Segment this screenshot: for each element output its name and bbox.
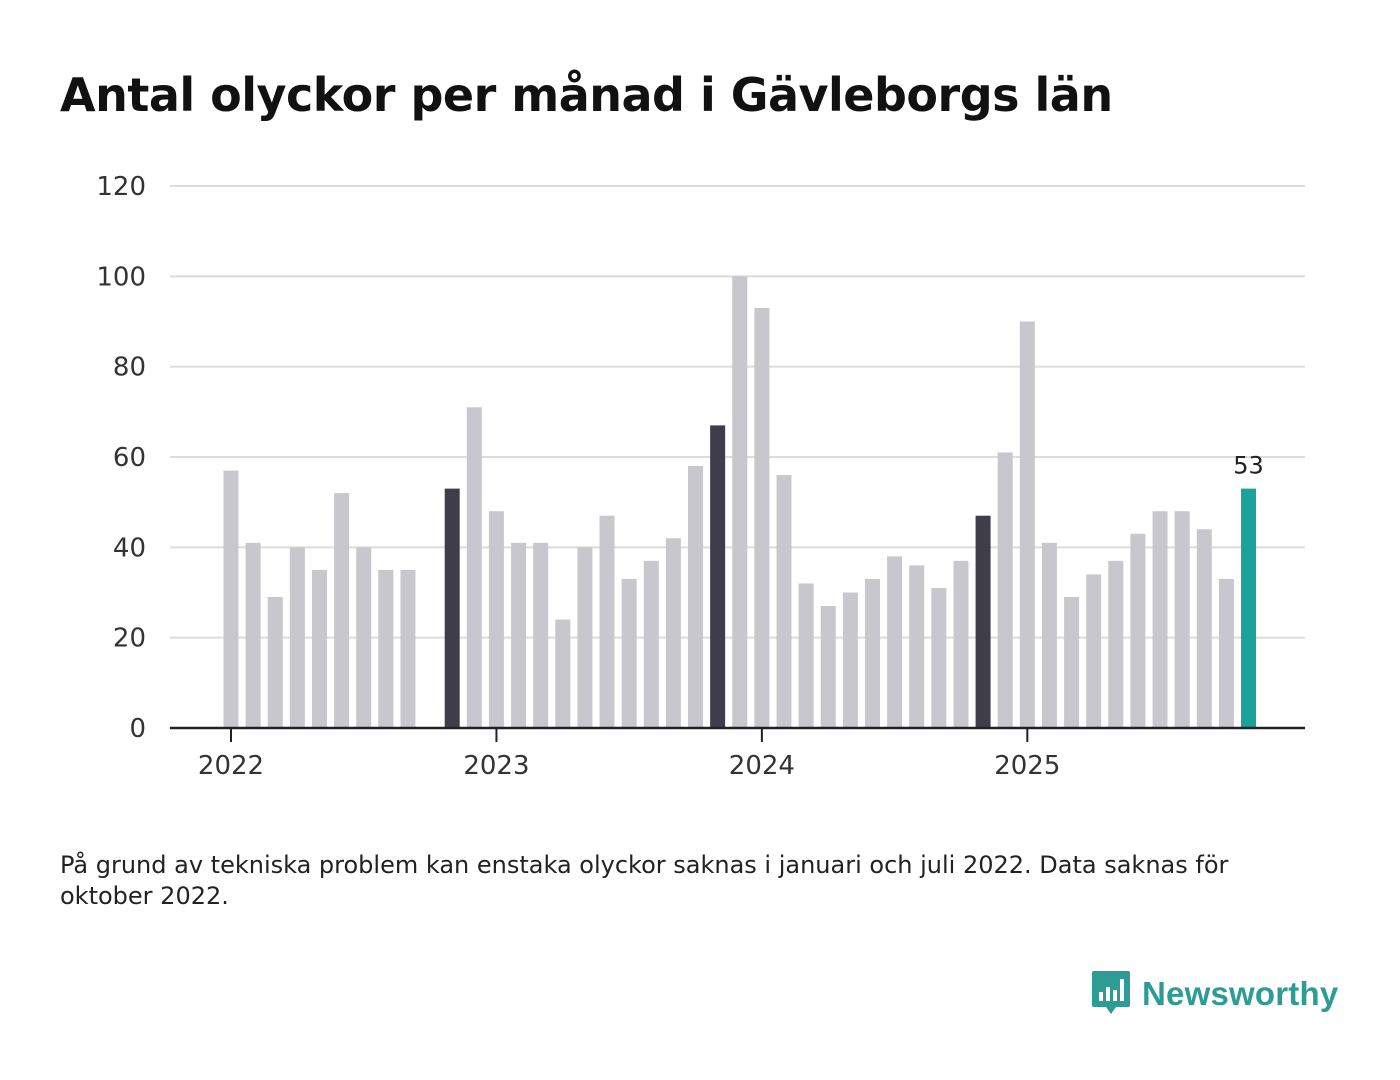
x-tick-label: 2023	[463, 751, 529, 781]
bar-2024-09[interactable]	[931, 587, 947, 728]
bar-2023-02[interactable]	[511, 542, 527, 728]
bar-2023-01[interactable]	[488, 511, 504, 728]
x-tick-label: 2022	[198, 751, 264, 781]
bar-2022-06[interactable]	[334, 493, 350, 728]
bar-2023-10[interactable]	[688, 466, 704, 728]
brand-name: Newsworthy	[1142, 975, 1339, 1012]
brand-logo[interactable]: Newsworthy	[1090, 968, 1338, 1020]
bar-2023-11[interactable]	[710, 425, 726, 728]
chart-title: Antal olyckor per månad i Gävleborgs län	[60, 68, 1113, 122]
bar-2022-04[interactable]	[289, 547, 305, 728]
bar-2022-05[interactable]	[311, 569, 327, 728]
x-tick-label: 2024	[729, 751, 795, 781]
bar-2025-01[interactable]	[1019, 321, 1035, 729]
bar-2022-11[interactable]	[444, 488, 460, 728]
y-tick-label: 100	[96, 262, 146, 292]
bar-2022-02[interactable]	[245, 542, 261, 728]
bar-2022-03[interactable]	[267, 597, 283, 728]
x-tick-label: 2025	[994, 751, 1060, 781]
footnote: På grund av tekniska problem kan enstaka…	[60, 851, 1229, 910]
latest-value-label: 53	[1233, 452, 1264, 480]
bar-2024-08[interactable]	[909, 565, 925, 728]
bar-2023-07[interactable]	[621, 578, 637, 728]
bar-2024-12[interactable]	[997, 452, 1013, 728]
bar-2022-12[interactable]	[466, 407, 482, 728]
bar-2024-10[interactable]	[953, 560, 969, 728]
bar-2025-08[interactable]	[1174, 511, 1190, 728]
axes	[170, 726, 1305, 742]
bar-2024-07[interactable]	[887, 556, 903, 728]
y-tick-label: 60	[113, 443, 146, 473]
bar-2025-04[interactable]	[1086, 574, 1102, 728]
y-tick-label: 20	[113, 624, 146, 654]
bar-2025-03[interactable]	[1064, 597, 1080, 728]
bar-2023-09[interactable]	[665, 538, 681, 728]
bar-2025-06[interactable]	[1130, 533, 1146, 728]
bar-2025-02[interactable]	[1041, 542, 1057, 728]
y-tick-label: 0	[129, 714, 146, 744]
bar-2023-08[interactable]	[643, 560, 659, 728]
bar-2025-09[interactable]	[1196, 529, 1212, 728]
bar-2025-11[interactable]	[1241, 488, 1257, 728]
bar-2023-03[interactable]	[533, 542, 549, 728]
bar-2022-07[interactable]	[356, 547, 372, 728]
bar-2024-04[interactable]	[820, 606, 836, 728]
bar-chart: 0 20 40 60 80 100 120 2022 2023 2024 2025 53	[96, 172, 1305, 781]
bar-2023-06[interactable]	[599, 515, 615, 728]
bar-2023-05[interactable]	[577, 547, 593, 728]
bar-2024-06[interactable]	[864, 578, 880, 728]
bar-2024-02[interactable]	[776, 475, 792, 728]
bar-2022-08[interactable]	[378, 569, 394, 728]
y-tick-label: 120	[96, 172, 146, 202]
bar-chart-speech-bubble-icon	[1090, 968, 1132, 1020]
bar-2024-01[interactable]	[754, 307, 770, 728]
bar-2023-12[interactable]	[732, 276, 748, 728]
bar-2022-01[interactable]	[223, 470, 239, 728]
bar-2022-09[interactable]	[400, 569, 416, 728]
bar-2024-05[interactable]	[842, 592, 858, 729]
bar-2025-10[interactable]	[1218, 578, 1234, 728]
labels: 0 20 40 60 80 100 120 2022 2023 2024 2025 53	[96, 172, 1263, 781]
bar-2023-04[interactable]	[555, 619, 571, 728]
bars	[223, 276, 1257, 729]
bar-2024-03[interactable]	[798, 583, 814, 728]
y-tick-label: 80	[113, 353, 146, 383]
bar-2025-07[interactable]	[1152, 511, 1168, 728]
bar-2024-11[interactable]	[975, 515, 991, 728]
y-tick-label: 40	[113, 533, 146, 563]
bar-2025-05[interactable]	[1108, 560, 1124, 728]
